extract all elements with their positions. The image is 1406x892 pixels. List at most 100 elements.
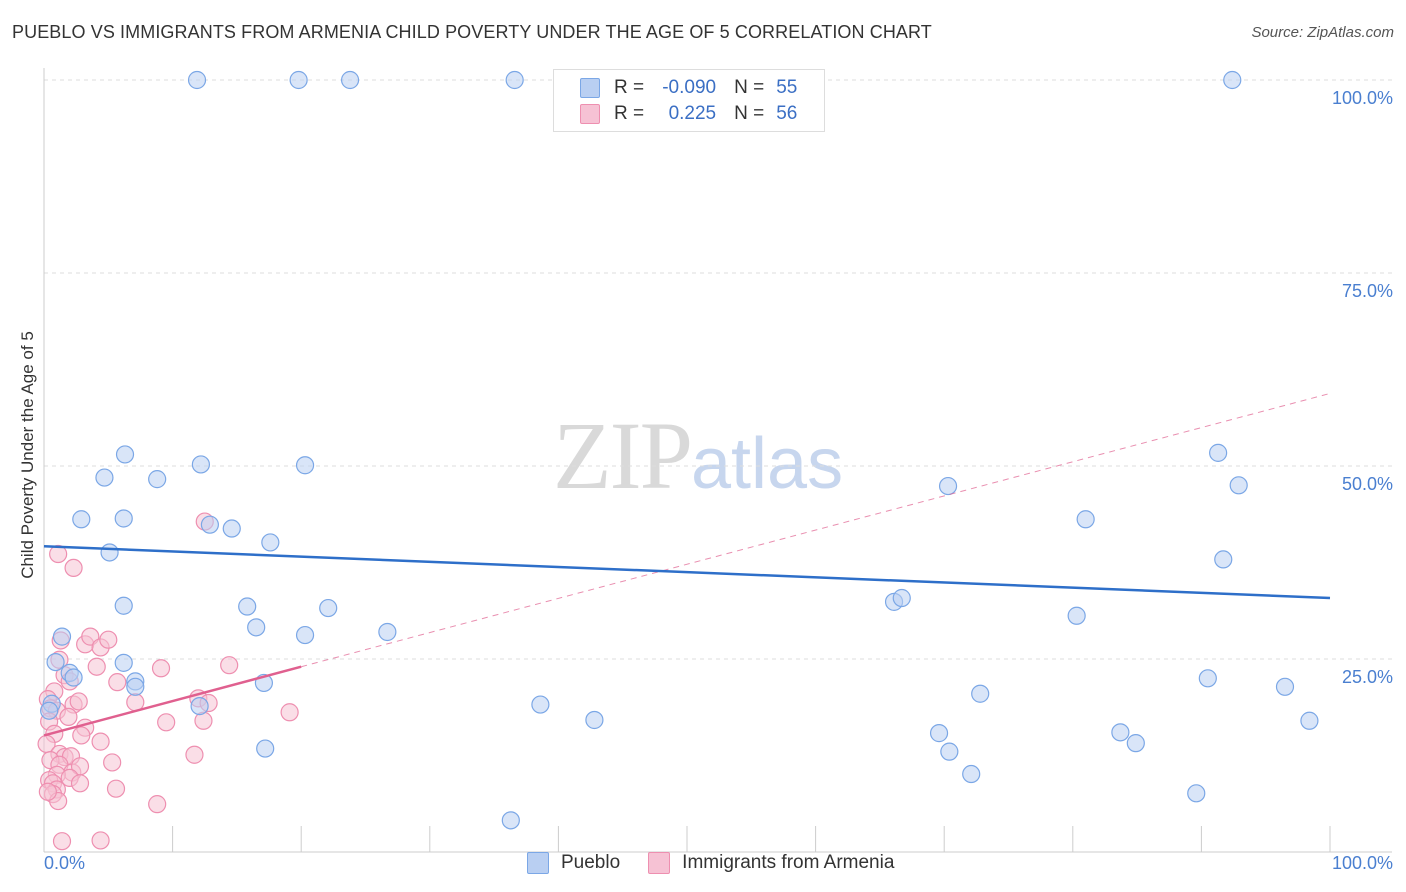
pueblo-point [1076,510,1095,529]
source-label[interactable]: Source: ZipAtlas.com [1251,24,1394,41]
legend-n-label: N = [734,77,765,98]
pueblo-point [295,456,315,475]
tick-labels: 100.0% 75.0% 50.0% 25.0% 0.0% 100.0% [44,88,1393,873]
chart-title: PUEBLO VS IMMIGRANTS FROM ARMENIA CHILD … [12,22,932,42]
armenia-point [151,659,171,678]
armenia-point [72,726,91,745]
pueblo-point [938,476,958,496]
pueblo-point [191,455,210,474]
legend-r-label: R = [614,103,645,124]
armenia-point [99,630,118,649]
legend-r-value: 0.225 [668,103,717,124]
pueblo-point [1187,784,1206,803]
pueblo-point [892,588,911,608]
pueblo-point [95,468,114,487]
watermark-zip: ZIP [553,402,693,509]
pueblo-point [1126,734,1145,753]
pueblo-point [115,445,135,464]
pueblo-point [962,764,981,784]
pueblo-points [40,70,1319,830]
armenia-point [108,673,127,692]
armenia-point [280,703,299,722]
pueblo-point [1223,70,1242,90]
pueblo-legend-label: Pueblo [561,852,621,873]
pueblo-trend-line [43,545,1331,600]
armenia-point [91,732,110,751]
pueblo-point [289,70,308,90]
pueblo-point [126,677,145,696]
legend-item-pueblo[interactable]: Pueblo [527,852,620,874]
legend-n-value: 56 [776,103,798,124]
armenia-trend-line [43,665,302,737]
armenia-point [157,713,176,732]
armenia-legend-swatch [648,852,671,874]
legend-n-value: 55 [776,77,798,98]
armenia-point [91,831,110,850]
pueblo-point [531,695,550,714]
pueblo-point [940,742,959,761]
pueblo-swatch [580,78,600,98]
y-tick-label: 75.0% [1342,281,1393,301]
pueblo-point [1067,606,1086,625]
pueblo-point [190,696,209,716]
pueblo-point [585,710,604,730]
series-legend: Pueblo Immigrants from Armenia [527,852,922,874]
armenia-point [148,795,167,814]
pueblo-point [1214,550,1233,569]
armenia-points [37,512,299,851]
watermark-atlas: atlas [691,424,844,504]
legend-row-armenia: R = 0.225 N = 56 [580,102,797,126]
pueblo-point [46,652,65,672]
legend-item-armenia[interactable]: Immigrants from Armenia [648,852,894,874]
pueblo-point [1275,677,1295,696]
pueblo-point [505,70,524,90]
trend-lines [43,392,1331,737]
y-tick-label: 50.0% [1342,474,1393,494]
watermark: ZIPatlas [553,400,843,511]
armenia-trend-dashed [301,392,1331,668]
y-tick-label: 25.0% [1342,667,1393,687]
pueblo-point [148,470,167,489]
legend-r-value: -0.090 [662,77,717,98]
pueblo-legend-swatch [527,852,549,874]
pueblo-point [971,684,990,703]
armenia-point [64,558,83,578]
x-tick-label-min: 0.0% [44,853,85,873]
pueblo-point [501,811,520,830]
x-tick-label-max: 100.0% [1332,853,1393,873]
pueblo-point [261,533,280,552]
pueblo-point [295,625,315,645]
pueblo-point [72,510,91,529]
pueblo-point [319,598,338,618]
pueblo-point [1229,476,1248,495]
armenia-point [220,656,239,675]
legend-n-label: N = [734,103,765,124]
correlation-legend: R = -0.090 N = 55 R = 0.225 N = 56 [553,69,825,132]
pueblo-point [114,596,133,615]
pueblo-point [1300,711,1319,730]
armenia-point [106,779,126,798]
pueblo-point [256,739,275,758]
pueblo-point [378,622,397,642]
pueblo-point [114,509,133,528]
pueblo-point [1111,723,1130,742]
axes [43,68,1392,853]
armenia-point [87,657,106,676]
armenia-point [103,753,122,772]
legend-r-label: R = [614,77,645,98]
pueblo-point [52,627,72,646]
armenia-swatch [580,104,600,124]
armenia-point [185,745,204,764]
armenia-legend-label: Immigrants from Armenia [682,852,895,873]
pueblo-point [929,724,949,743]
pueblo-point [340,70,360,90]
legend-row-pueblo: R = -0.090 N = 55 [580,76,797,100]
pueblo-point [200,515,219,534]
armenia-point [49,544,68,564]
armenia-point [70,774,90,793]
pueblo-point [247,618,266,637]
pueblo-point [238,597,257,616]
pueblo-point [114,653,133,672]
y-tick-label: 100.0% [1332,88,1393,108]
pueblo-point [1198,669,1217,688]
